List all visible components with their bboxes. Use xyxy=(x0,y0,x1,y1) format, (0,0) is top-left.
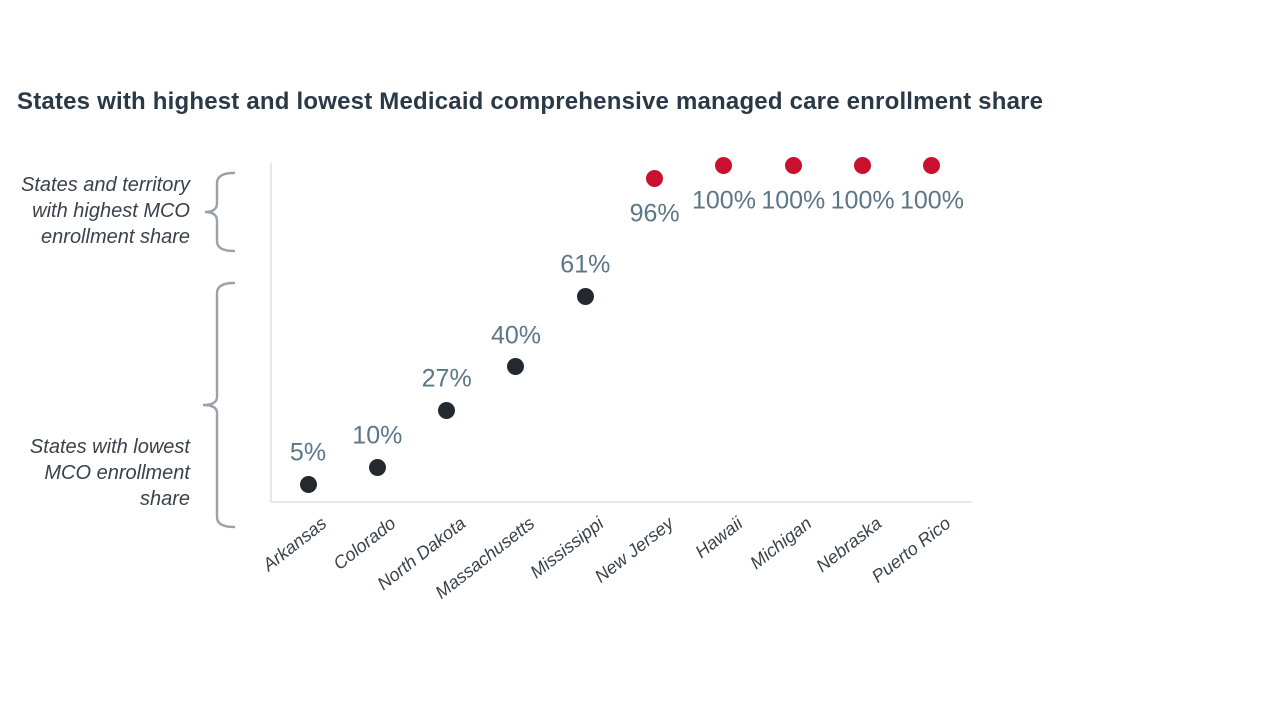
value-label-hawaii: 100% xyxy=(691,186,756,215)
x-axis-label-arkansas: Arkansas xyxy=(258,513,331,575)
data-point-colorado xyxy=(368,458,386,476)
data-point-new-jersey xyxy=(646,169,664,187)
value-label-new-jersey: 96% xyxy=(629,199,680,228)
data-point-hawaii xyxy=(715,156,733,174)
value-label-michigan: 100% xyxy=(761,186,826,215)
value-label-massachusetts: 40% xyxy=(490,321,542,350)
value-label-puerto-rico: 100% xyxy=(899,186,964,215)
data-point-nebraska xyxy=(854,156,872,174)
annotation-highest-mco: States and territory with highest MCO en… xyxy=(21,172,190,250)
value-label-north-dakota: 27% xyxy=(421,364,472,393)
data-point-massachusetts xyxy=(507,358,525,376)
annotation-lowest-line-1: States with lowest xyxy=(29,436,190,458)
annotation-highest-line-2: with highest MCO xyxy=(32,200,190,222)
data-point-puerto-rico xyxy=(923,156,941,174)
curly-brace-highest xyxy=(204,171,236,253)
chart-title: States with highest and lowest Medicaid … xyxy=(17,88,1044,115)
data-point-arkansas xyxy=(299,475,317,493)
annotation-lowest-line-3: share xyxy=(139,488,190,510)
x-axis-label-michigan: Michigan xyxy=(746,513,816,574)
value-label-arkansas: 5% xyxy=(289,438,327,467)
data-point-michigan xyxy=(784,156,802,174)
plot-area xyxy=(270,163,972,503)
curly-brace-lowest xyxy=(202,281,236,529)
value-label-colorado: 10% xyxy=(352,421,403,450)
annotation-highest-line-3: enrollment share xyxy=(41,226,190,248)
annotation-lowest-line-2: MCO enrollment xyxy=(44,462,190,484)
annotation-highest-line-1: States and territory xyxy=(21,174,190,196)
data-point-mississippi xyxy=(576,287,594,305)
value-label-nebraska: 100% xyxy=(830,186,895,215)
data-point-north-dakota xyxy=(438,401,456,419)
value-label-mississippi: 61% xyxy=(560,250,611,279)
x-axis-label-hawaii: Hawaii xyxy=(691,513,747,563)
annotation-lowest-mco: States with lowest MCO enrollment share xyxy=(30,434,190,512)
